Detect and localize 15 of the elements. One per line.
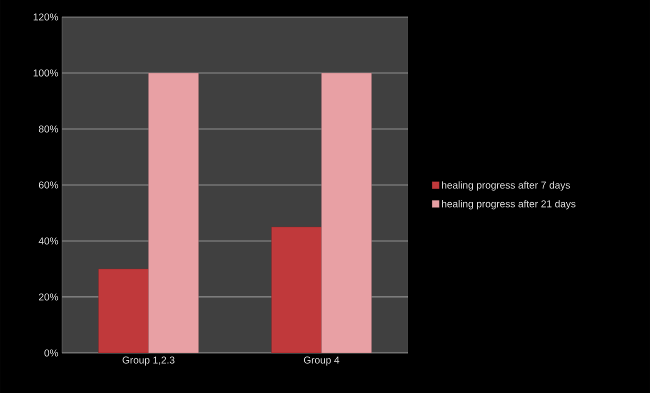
legend-label: healing progress after 21 days <box>442 200 576 210</box>
y-tick-label: 80% <box>38 125 58 133</box>
x-tick-label: Group 4 <box>304 356 340 366</box>
y-tick-label: 20% <box>38 293 58 301</box>
bar <box>321 72 372 353</box>
y-tick-label: 40% <box>38 237 58 245</box>
x-tick-label: Group 1,2.3 <box>122 356 174 366</box>
y-tick-label: 100% <box>34 69 58 77</box>
bar <box>271 226 322 353</box>
bar <box>148 72 199 353</box>
bar <box>98 268 149 353</box>
y-tick-label: 120% <box>34 13 58 21</box>
legend-label: healing progress after 7 days <box>442 181 570 191</box>
y-tick-label: 60% <box>38 181 58 189</box>
y-tick-label: 0% <box>44 349 58 357</box>
